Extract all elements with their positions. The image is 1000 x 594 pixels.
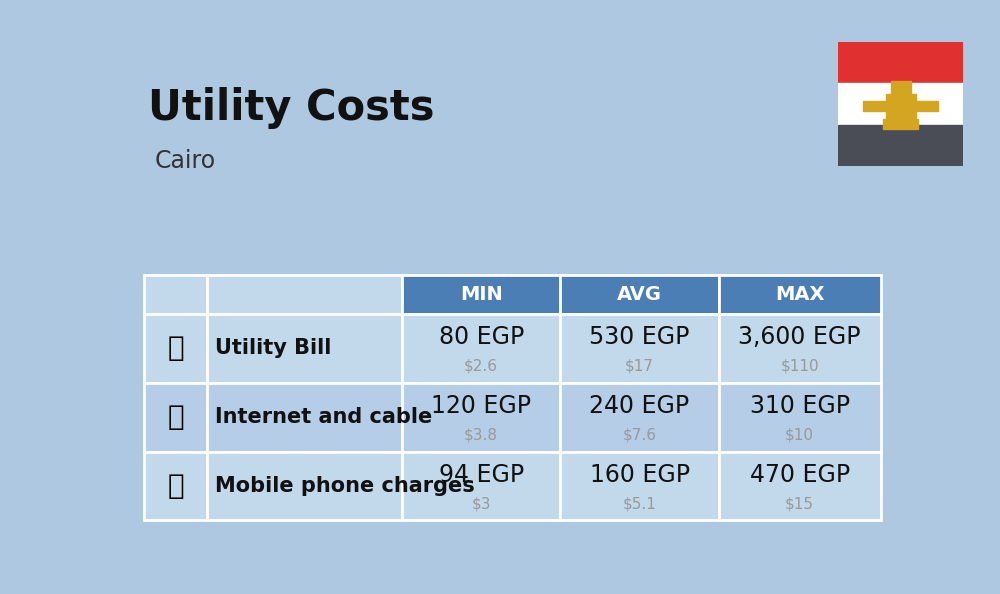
Text: $17: $17 (625, 359, 654, 374)
Bar (144, 314, 207, 383)
Bar (402, 314, 560, 383)
Bar (838, 83, 963, 125)
Bar (560, 314, 719, 383)
Bar (719, 383, 881, 451)
Text: 120 EGP: 120 EGP (431, 394, 531, 418)
Bar (916, 102, 938, 112)
Bar (207, 451, 402, 520)
Text: Cairo: Cairo (154, 149, 216, 173)
Bar (891, 81, 910, 96)
Text: MIN: MIN (460, 285, 503, 304)
Text: Mobile phone charges: Mobile phone charges (215, 476, 474, 496)
Text: AVG: AVG (617, 285, 662, 304)
Bar (144, 383, 207, 451)
Bar (719, 451, 881, 520)
Bar (838, 125, 963, 166)
Text: 240 EGP: 240 EGP (589, 394, 690, 418)
Text: $15: $15 (785, 497, 814, 512)
Text: Utility Bill: Utility Bill (215, 338, 331, 358)
Text: $10: $10 (785, 428, 814, 443)
Bar (560, 275, 719, 314)
Text: $2.6: $2.6 (464, 359, 498, 374)
Bar (144, 275, 207, 314)
Text: $3: $3 (471, 497, 491, 512)
Text: 80 EGP: 80 EGP (439, 325, 524, 349)
Text: 3,600 EGP: 3,600 EGP (738, 325, 861, 349)
Text: 160 EGP: 160 EGP (590, 463, 690, 486)
Bar (402, 451, 560, 520)
Bar (207, 383, 402, 451)
Bar (207, 314, 402, 383)
Text: $5.1: $5.1 (623, 497, 656, 512)
Bar (560, 383, 719, 451)
Text: 🔧: 🔧 (167, 334, 184, 362)
Bar (402, 383, 560, 451)
Text: Utility Costs: Utility Costs (148, 87, 435, 129)
Text: 📡: 📡 (167, 403, 184, 431)
Text: MAX: MAX (775, 285, 824, 304)
Bar (207, 275, 402, 314)
Bar (719, 314, 881, 383)
Bar (863, 102, 886, 112)
Text: 94 EGP: 94 EGP (439, 463, 524, 486)
Bar (144, 451, 207, 520)
Bar (402, 275, 560, 314)
Text: 📱: 📱 (167, 472, 184, 500)
Text: 470 EGP: 470 EGP (750, 463, 850, 486)
Text: 530 EGP: 530 EGP (589, 325, 690, 349)
Bar (886, 94, 916, 119)
Text: $7.6: $7.6 (623, 428, 657, 443)
Bar (719, 275, 881, 314)
Bar (883, 119, 918, 129)
Text: 310 EGP: 310 EGP (750, 394, 850, 418)
Bar (838, 42, 963, 83)
Text: Internet and cable: Internet and cable (215, 407, 432, 427)
Text: $3.8: $3.8 (464, 428, 498, 443)
Text: $110: $110 (780, 359, 819, 374)
Bar (560, 451, 719, 520)
